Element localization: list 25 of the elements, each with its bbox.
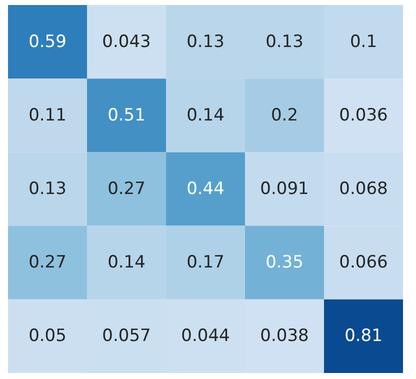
data-label: 0.13 (186, 32, 224, 52)
data-label: 0.038 (260, 326, 309, 346)
data-label: 0.043 (102, 32, 151, 52)
data-label: 0.13 (266, 32, 304, 52)
data-label: 0.057 (102, 326, 151, 346)
data-label: 0.14 (108, 252, 146, 273)
data-label: 0.066 (339, 252, 388, 273)
data-label: 0.35 (266, 252, 304, 273)
data-label: 0.14 (186, 105, 224, 126)
data-label: 0.044 (181, 326, 230, 346)
data-label: 0.59 (28, 32, 66, 52)
data-label: 0.44 (186, 179, 224, 199)
data-label: 0.17 (186, 252, 224, 273)
data-label: 0.27 (108, 179, 146, 199)
data-label: 0.81 (344, 326, 382, 346)
data-label: 0.091 (260, 179, 309, 199)
data-label: 0.11 (28, 105, 66, 126)
data-label: 0.13 (28, 179, 66, 199)
data-label: 0.1 (350, 32, 378, 52)
data-label: 0.51 (108, 105, 146, 126)
data-label: 0.2 (270, 105, 298, 126)
data-label: 0.27 (28, 252, 66, 273)
data-label: 0.05 (28, 326, 66, 346)
data-label: 0.068 (339, 179, 388, 199)
data-label: 0.036 (339, 105, 388, 126)
